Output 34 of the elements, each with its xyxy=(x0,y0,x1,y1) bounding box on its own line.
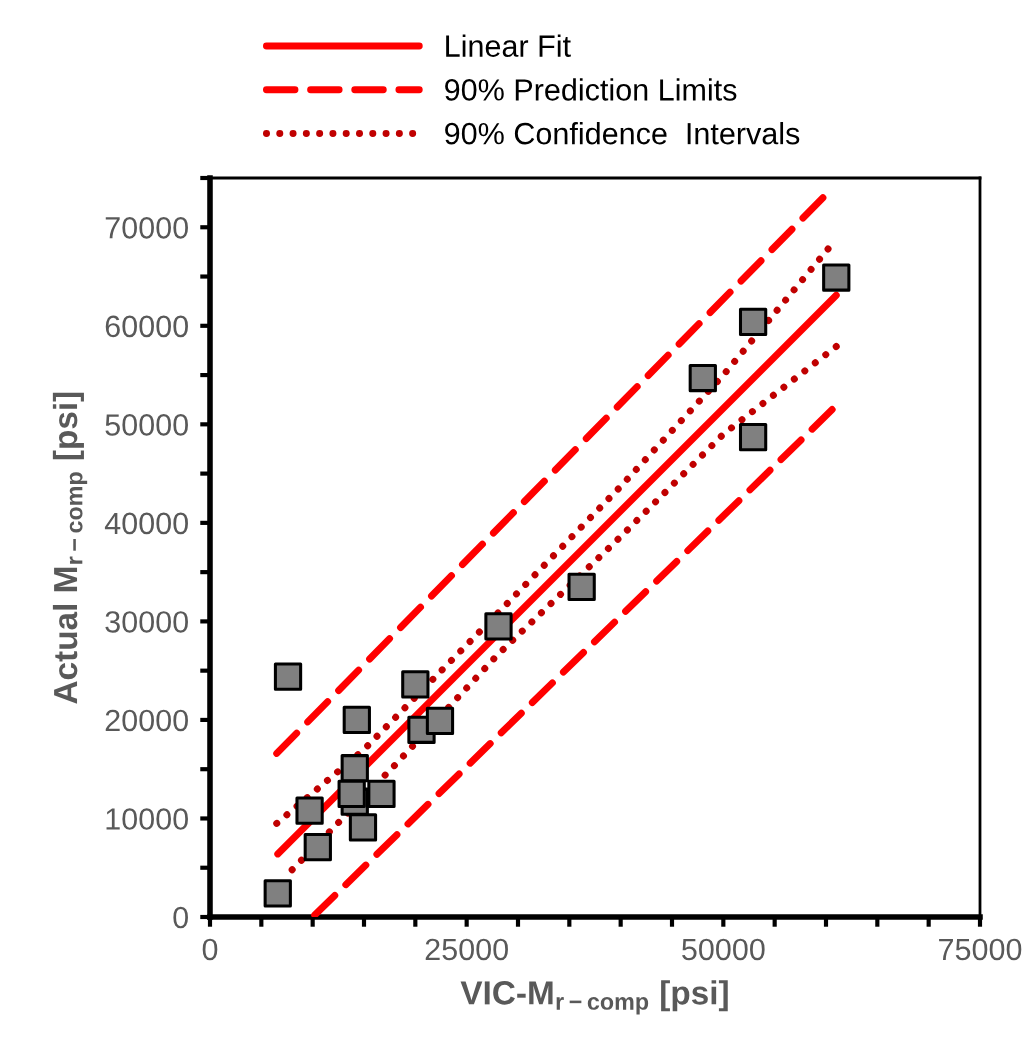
x-tick-label: 25000 xyxy=(425,938,508,961)
point xyxy=(401,670,430,699)
x-tick-label: 75000 xyxy=(939,938,1022,961)
point xyxy=(567,572,596,602)
legend-label: Linear Fit xyxy=(446,34,571,57)
x-tick-label: 0 xyxy=(202,938,218,961)
y-tick-label: 70000 xyxy=(105,217,188,239)
point xyxy=(295,796,324,825)
point xyxy=(340,754,369,783)
point xyxy=(738,307,768,336)
x-axis-title: VIC-M$_{r−comp}$ [psi] xyxy=(460,980,728,1015)
point xyxy=(337,779,366,808)
point xyxy=(822,263,851,292)
point xyxy=(342,705,371,735)
y-tick-label: 10000 xyxy=(106,808,188,830)
x-tick-label: 50000 xyxy=(682,938,765,961)
point xyxy=(367,779,396,808)
legend-label: 90% Prediction Limits xyxy=(445,78,737,101)
point xyxy=(263,879,292,908)
y-tick-label: 50000 xyxy=(105,414,188,436)
y-tick-label: 20000 xyxy=(105,709,188,732)
y-axis-title: Actual M$_{r−comp}$ [psi] xyxy=(52,392,88,704)
y-tick-label: 30000 xyxy=(105,611,188,633)
point xyxy=(348,813,378,842)
y-tick-label: 40000 xyxy=(104,512,188,535)
point xyxy=(738,423,768,452)
y-tick-label: 60000 xyxy=(105,315,188,338)
legend-label: 90% Confidence Intervals xyxy=(445,122,800,145)
y-tick-label: 0 xyxy=(173,906,188,929)
point xyxy=(688,363,717,393)
point xyxy=(303,832,332,862)
point xyxy=(425,706,455,736)
point xyxy=(273,662,303,691)
point xyxy=(484,612,513,641)
